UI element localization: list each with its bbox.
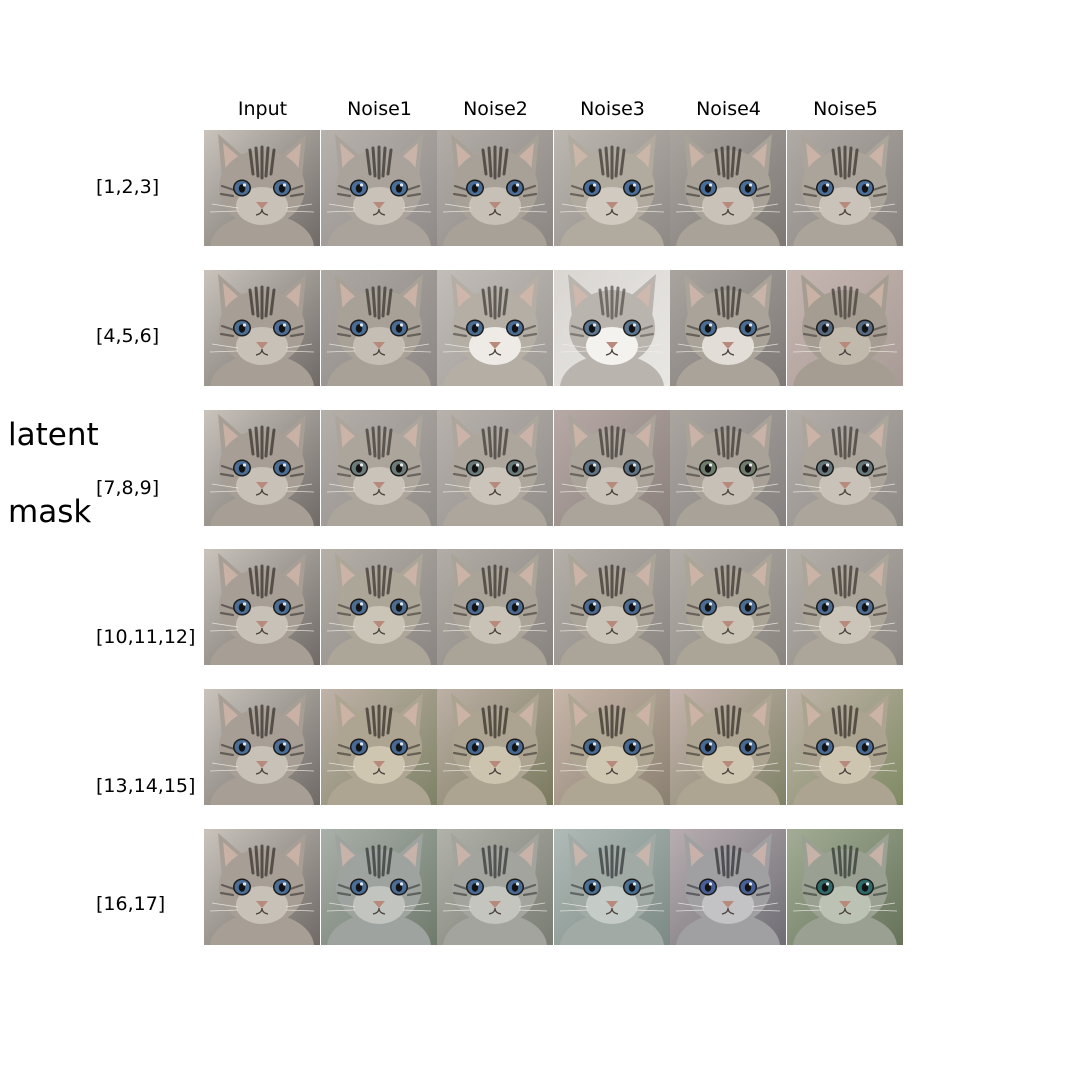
noise-image bbox=[670, 410, 786, 526]
cat-photo bbox=[321, 549, 437, 665]
cat-photo bbox=[204, 549, 320, 665]
cat-photo bbox=[554, 549, 670, 665]
image-row bbox=[204, 689, 903, 805]
cat-photo bbox=[437, 130, 553, 246]
cat-photo bbox=[554, 130, 670, 246]
cat-photo bbox=[204, 689, 320, 805]
input-image bbox=[204, 410, 320, 526]
noise-image bbox=[554, 410, 670, 526]
cat-photo bbox=[670, 829, 786, 945]
noise-image bbox=[321, 689, 437, 805]
column-header-noise5: Noise5 bbox=[813, 98, 878, 120]
cat-photo bbox=[437, 270, 553, 386]
cat-photo bbox=[204, 270, 320, 386]
cat-photo bbox=[321, 270, 437, 386]
cat-photo bbox=[554, 410, 670, 526]
noise-image bbox=[787, 829, 903, 945]
cat-photo bbox=[437, 829, 553, 945]
side-label-latent: latent bbox=[8, 417, 99, 453]
image-row bbox=[204, 410, 903, 526]
noise-image bbox=[554, 689, 670, 805]
side-label-mask: mask bbox=[8, 494, 92, 530]
noise-image bbox=[437, 130, 553, 246]
row-label: [16,17] bbox=[96, 893, 166, 915]
noise-image bbox=[670, 549, 786, 665]
cat-photo bbox=[787, 270, 903, 386]
noise-image bbox=[554, 549, 670, 665]
noise-image bbox=[437, 549, 553, 665]
column-header-noise4: Noise4 bbox=[696, 98, 761, 120]
cat-photo bbox=[670, 689, 786, 805]
noise-image bbox=[670, 270, 786, 386]
noise-image bbox=[670, 829, 786, 945]
row-label: [13,14,15] bbox=[96, 775, 196, 797]
noise-image bbox=[321, 549, 437, 665]
noise-image bbox=[437, 829, 553, 945]
noise-image bbox=[787, 270, 903, 386]
cat-photo bbox=[321, 829, 437, 945]
noise-image bbox=[787, 549, 903, 665]
image-row bbox=[204, 130, 903, 246]
row-label: [10,11,12] bbox=[96, 626, 196, 648]
cat-photo bbox=[554, 829, 670, 945]
cat-photo bbox=[787, 829, 903, 945]
cat-photo bbox=[787, 549, 903, 665]
noise-image bbox=[437, 410, 553, 526]
noise-image bbox=[670, 689, 786, 805]
cat-photo bbox=[437, 549, 553, 665]
input-image bbox=[204, 689, 320, 805]
input-image bbox=[204, 130, 320, 246]
image-row bbox=[204, 549, 903, 665]
noise-image bbox=[554, 130, 670, 246]
cat-photo bbox=[554, 270, 670, 386]
column-header-noise1: Noise1 bbox=[347, 98, 412, 120]
row-label: [4,5,6] bbox=[96, 325, 160, 347]
cat-photo bbox=[204, 410, 320, 526]
noise-image bbox=[554, 270, 670, 386]
column-header-noise3: Noise3 bbox=[580, 98, 645, 120]
cat-photo bbox=[437, 410, 553, 526]
row-label: [7,8,9] bbox=[96, 477, 160, 499]
noise-image bbox=[670, 130, 786, 246]
noise-image bbox=[321, 270, 437, 386]
cat-photo bbox=[554, 689, 670, 805]
column-header-input: Input bbox=[237, 98, 288, 120]
input-image bbox=[204, 549, 320, 665]
cat-photo bbox=[787, 130, 903, 246]
noise-image bbox=[437, 689, 553, 805]
cat-photo bbox=[787, 410, 903, 526]
cat-photo bbox=[321, 689, 437, 805]
input-image bbox=[204, 829, 320, 945]
noise-image bbox=[787, 130, 903, 246]
cat-photo bbox=[321, 130, 437, 246]
noise-image bbox=[554, 829, 670, 945]
cat-photo bbox=[787, 689, 903, 805]
row-label: [1,2,3] bbox=[96, 176, 160, 198]
cat-photo bbox=[204, 829, 320, 945]
cat-photo bbox=[670, 410, 786, 526]
noise-image bbox=[321, 130, 437, 246]
input-image bbox=[204, 270, 320, 386]
noise-image bbox=[321, 829, 437, 945]
column-header-noise2: Noise2 bbox=[463, 98, 528, 120]
cat-photo bbox=[670, 549, 786, 665]
noise-image bbox=[437, 270, 553, 386]
noise-image bbox=[787, 689, 903, 805]
cat-photo bbox=[204, 130, 320, 246]
image-row bbox=[204, 270, 903, 386]
cat-photo bbox=[670, 130, 786, 246]
cat-photo bbox=[321, 410, 437, 526]
image-row bbox=[204, 829, 903, 945]
noise-image bbox=[321, 410, 437, 526]
cat-photo bbox=[437, 689, 553, 805]
cat-photo bbox=[670, 270, 786, 386]
noise-image bbox=[787, 410, 903, 526]
